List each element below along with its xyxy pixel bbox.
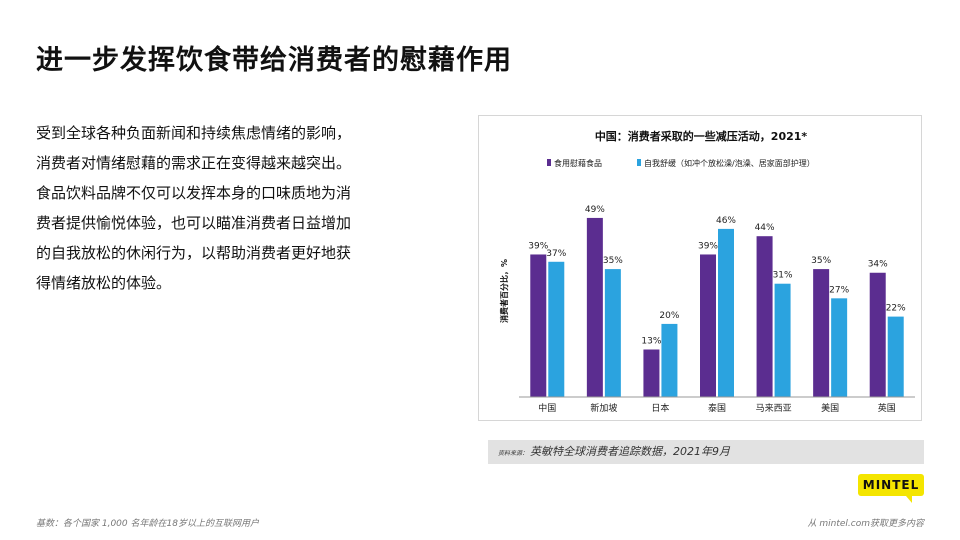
logo-tail-shape [906, 496, 912, 503]
chart-legend: 食用慰藉食品 自我舒缓（如冲个放松澡/泡澡、居家面部护理） [547, 158, 815, 168]
mintel-logo: MINTEL [858, 474, 924, 496]
data-label: 46% [716, 216, 736, 226]
bar [643, 349, 660, 397]
website-note: 从 mintel.com获取更多内容 [807, 519, 924, 529]
bar-chart: 中国：消费者采取的一些减压活动，2021* 食用慰藉食品 自我舒缓（如冲个放松澡/… [499, 129, 915, 414]
data-label: 44% [755, 223, 775, 233]
legend-label: 食用慰藉食品 [554, 158, 602, 168]
body-line: 费者提供愉悦体验，也可以瞄准消费者日益增加 [36, 214, 352, 232]
bars-group: 39%37%49%35%13%20%39%46%44%31%35%27%34%2… [528, 205, 906, 397]
data-label: 39% [528, 241, 548, 251]
y-axis-label: 消费者百分比，% [499, 259, 509, 323]
legend-label: 自我舒缓（如冲个放松澡/泡澡、居家面部护理） [644, 158, 815, 168]
chart-panel: 中国：消费者采取的一些减压活动，2021* 食用慰藉食品 自我舒缓（如冲个放松澡/… [478, 115, 922, 421]
legend-swatch [547, 159, 551, 166]
page-title: 进一步发挥饮食带给消费者的慰藉作用 [36, 45, 512, 76]
bar [661, 323, 678, 397]
x-tick-label: 泰国 [708, 402, 726, 414]
body-line: 受到全球各种负面新闻和持续焦虑情绪的影响， [36, 124, 352, 142]
data-label: 37% [546, 249, 566, 259]
x-tick-label: 新加坡 [590, 402, 617, 414]
body-paragraph: 受到全球各种负面新闻和持续焦虑情绪的影响， 消费者对情绪慰藉的需求正在变得越来越… [36, 118, 416, 298]
bar [774, 283, 791, 397]
bar [530, 254, 547, 397]
base-note: 基数：各个国家 1,000 名年龄在18岁以上的互联网用户 [36, 519, 259, 529]
source-note: 资料来源： 英敏特全球消费者追踪数据，2021年9月 [488, 440, 924, 464]
bar [604, 269, 621, 397]
x-tick-label: 英国 [878, 402, 896, 414]
bar [831, 298, 848, 397]
chart-title: 中国：消费者采取的一些减压活动，2021* [595, 129, 808, 143]
x-tick-label: 中国 [538, 402, 556, 414]
body-line: 消费者对情绪慰藉的需求正在变得越来越突出。 [36, 154, 352, 172]
data-label: 35% [603, 256, 623, 266]
data-label: 34% [868, 260, 888, 270]
x-tick-labels: 中国 新加坡 日本 泰国 马来西亚 美国 英国 [538, 402, 895, 414]
data-label: 13% [641, 336, 661, 346]
body-line: 得情绪放松的体验。 [36, 274, 172, 292]
data-label: 39% [698, 241, 718, 251]
x-tick-label: 马来西亚 [756, 403, 792, 414]
data-label: 35% [811, 256, 831, 266]
data-label: 22% [886, 304, 906, 314]
body-line: 的自我放松的休闲行为，以帮助消费者更好地获 [36, 244, 352, 262]
bar [586, 217, 603, 397]
data-label: 31% [773, 271, 793, 281]
x-tick-label: 美国 [821, 402, 839, 414]
data-label: 20% [659, 311, 679, 321]
bar [548, 261, 565, 397]
bar [756, 236, 773, 397]
body-line: 食品饮料品牌不仅可以发挥本身的口味质地为消 [36, 184, 352, 202]
bar [869, 272, 886, 397]
source-label: 资料来源： [498, 450, 529, 457]
legend-swatch [637, 159, 641, 166]
x-tick-label: 日本 [651, 402, 669, 414]
bar [718, 228, 734, 397]
bar [700, 254, 716, 397]
data-label: 27% [829, 285, 849, 295]
source-text: 英敏特全球消费者追踪数据，2021年9月 [530, 445, 731, 458]
data-label: 49% [585, 205, 605, 215]
bar [813, 269, 830, 397]
bar [887, 316, 904, 397]
